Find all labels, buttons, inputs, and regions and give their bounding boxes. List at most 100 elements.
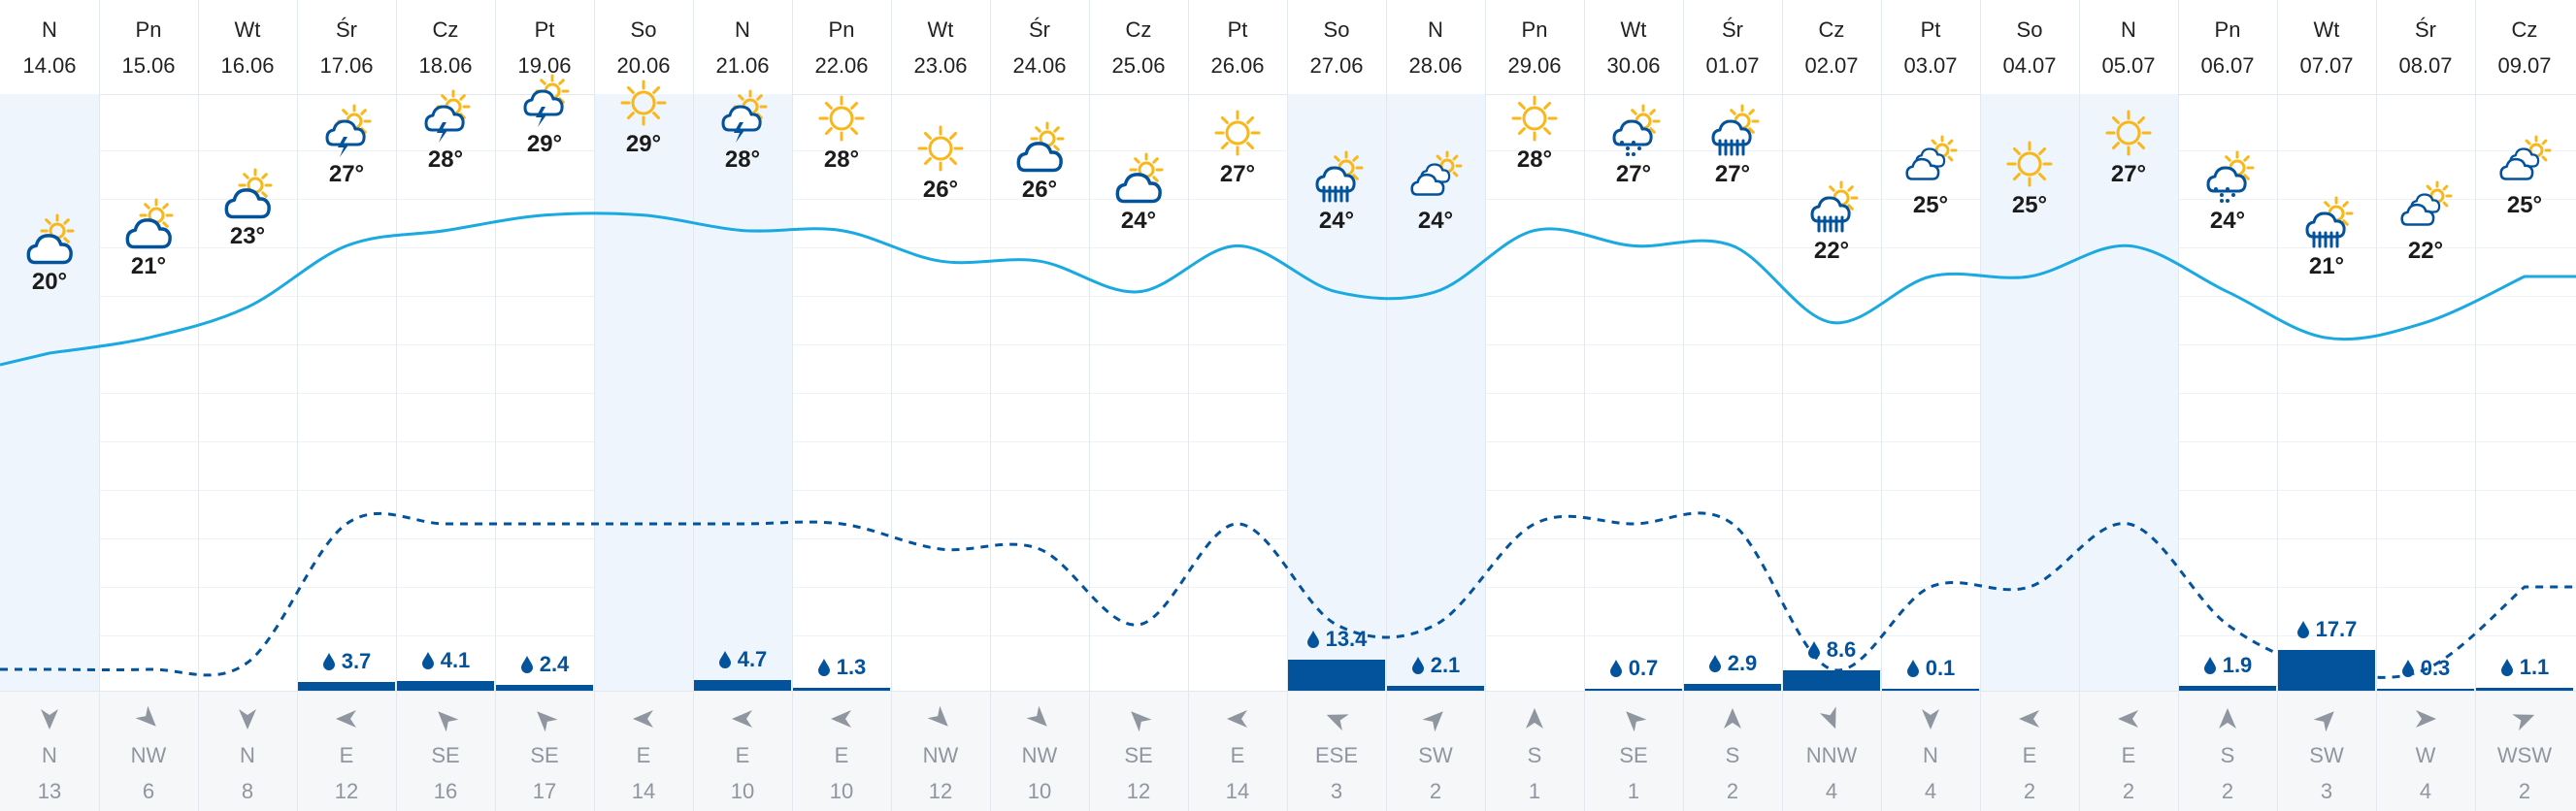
temperature-label: 25° [1912,192,1949,218]
day-date: 07.07 [2299,53,2354,78]
temperature-label: 21° [2308,253,2345,280]
day-name: N [2121,17,2136,42]
column-divider [1089,0,1090,811]
day-column[interactable]: Pn 29.06 28° S 1 [1485,0,1584,811]
temperature-label: 27° [1615,161,1652,188]
wind-direction: E [2121,743,2136,767]
day-column[interactable]: N 14.06 20° N 13 [0,0,99,811]
weekend-shade [0,94,99,691]
precipitation-bar [1882,689,1979,691]
wind-direction: S [1725,743,1740,767]
wind-speed: 4 [2419,779,2432,803]
day-column[interactable]: Pt 19.06 29° 2.4 SE 17 [495,0,594,811]
wind-speed: 17 [532,779,557,803]
wind-direction: E [636,743,651,767]
weekend-shade [594,94,693,691]
wind-speed: 2 [2221,779,2234,803]
day-date: 26.06 [1210,53,1265,78]
day-name: Pt [534,17,555,42]
day-name: Cz [2511,17,2538,42]
day-column[interactable]: N 28.06 24° 2.1 SW 2 [1386,0,1485,811]
partly-cloudy-icon [218,166,277,224]
day-column[interactable]: N 21.06 28° 4.7 E 10 [693,0,792,811]
day-column[interactable]: Śr 17.06 27° 3.7 E 12 [297,0,396,811]
day-date: 23.06 [913,53,968,78]
wind-arrow-icon [1520,704,1549,733]
sun-showers-icon [2198,150,2257,209]
day-column[interactable]: Śr 24.06 26° NW 10 [990,0,1089,811]
temperature-label: 26° [922,177,959,204]
day-column[interactable]: Cz 02.07 22° 8.6 NNW 4 [1782,0,1881,811]
column-divider [792,0,793,811]
wind-speed: 6 [142,779,155,803]
precipitation-value: 4.1 [440,648,471,673]
day-column[interactable]: Pn 22.06 28° 1.3 E 10 [792,0,891,811]
temperature-label: 26° [1021,177,1058,204]
day-column[interactable]: Wt 07.07 21° 17.7 SW 3 [2277,0,2376,811]
sun-thunderstorm-icon [317,104,376,162]
wind-speed: 10 [1027,779,1052,803]
day-column[interactable]: Cz 18.06 28° 4.1 SE 16 [396,0,495,811]
temperature-label: 27° [328,161,365,188]
day-name: N [1428,17,1443,42]
precipitation-value: 1.3 [836,654,867,679]
day-column[interactable]: Cz 09.07 25° 1.1 WSW 2 [2475,0,2574,811]
day-date: 15.06 [121,53,176,78]
precipitation-bar [694,679,791,691]
day-column[interactable]: So 04.07 25° E 2 [1980,0,2079,811]
wind-direction: NW [130,743,167,767]
wind-arrow-icon [2114,704,2143,733]
precipitation-bar [2476,688,2573,691]
day-name: Cz [1818,17,1845,42]
partly-cloudy-icon [1010,119,1069,178]
day-date: 25.06 [1111,53,1166,78]
wind-arrow-icon [530,704,559,733]
day-column[interactable]: Śr 01.07 27° 2.9 S 2 [1683,0,1782,811]
wind-speed: 12 [928,779,953,803]
day-column[interactable]: So 20.06 29° E 14 [594,0,693,811]
wind-direction: E [2022,743,2037,767]
day-name: So [1323,17,1350,42]
sun-rain-icon [1307,150,1366,209]
column-divider [2475,0,2476,811]
day-date: 27.06 [1309,53,1364,78]
column-divider [1188,0,1189,811]
day-name: Pt [1920,17,1941,42]
column-divider [2178,0,2179,811]
day-column[interactable]: N 05.07 27° E 2 [2079,0,2178,811]
wind-direction: SE [530,743,559,767]
day-column[interactable]: Wt 30.06 27° 0.7 SE 1 [1584,0,1683,811]
temperature-label: 20° [31,269,68,295]
day-column[interactable]: Cz 25.06 24° SE 12 [1089,0,1188,811]
wind-direction: NW [922,743,959,767]
column-divider [297,0,298,811]
column-divider [2277,0,2278,811]
precipitation-value: 17.7 [2315,616,2358,641]
temperature-label: 29° [526,130,563,157]
precipitation-value: 2.1 [1430,652,1461,677]
day-name: Wt [2313,17,2340,42]
wind-arrow-icon [1916,704,1945,733]
day-column[interactable]: Pn 06.07 24° 1.9 S 2 [2178,0,2277,811]
day-column[interactable]: So 27.06 24° 13.4 ESE 3 [1287,0,1386,811]
day-column[interactable]: Pt 26.06 27° E 14 [1188,0,1287,811]
precipitation-label: 2.4 [495,652,594,677]
wind-direction: S [1527,743,1542,767]
day-column[interactable]: Wt 16.06 23° N 8 [198,0,297,811]
day-column[interactable]: Pt 03.07 25° 0.1 N 4 [1881,0,1980,811]
day-date: 18.06 [418,53,473,78]
wind-speed: 4 [1825,779,1838,803]
wind-speed: 1 [1528,779,1541,803]
wind-arrow-icon [2411,704,2440,733]
precipitation-label: 4.1 [396,648,495,673]
day-name: Wt [234,17,261,42]
day-column[interactable]: Śr 08.07 22° 0.3 W 4 [2376,0,2475,811]
precipitation-bar [1783,670,1880,691]
column-divider [2376,0,2377,811]
precipitation-label: 1.3 [792,655,891,680]
wind-arrow-icon [2213,704,2242,733]
day-column[interactable]: Wt 23.06 26° NW 12 [891,0,990,811]
day-name: Cz [1125,17,1152,42]
day-column[interactable]: Pn 15.06 21° NW 6 [99,0,198,811]
wind-arrow-icon [431,704,460,733]
